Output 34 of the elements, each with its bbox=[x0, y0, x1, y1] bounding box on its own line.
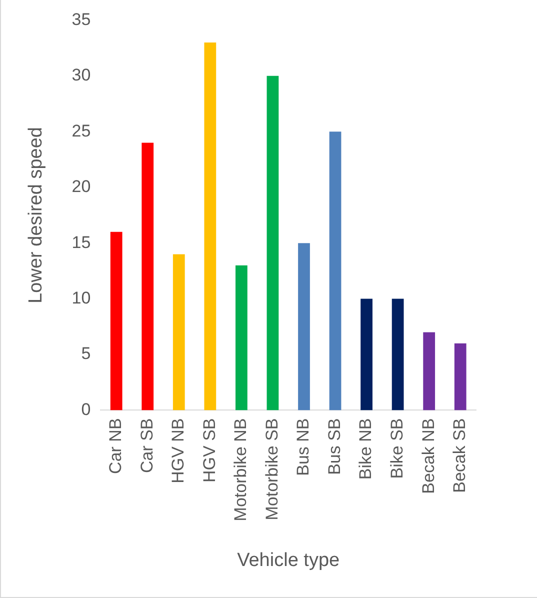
y-tick-label: 10 bbox=[72, 288, 91, 308]
x-tick-label: Bike SB bbox=[388, 418, 406, 479]
y-tick-label: 0 bbox=[81, 400, 91, 419]
bar bbox=[142, 142, 154, 410]
bar bbox=[172, 254, 185, 410]
x-tick-label: Motorbike SB bbox=[262, 418, 282, 520]
bar bbox=[423, 332, 436, 410]
x-axis-title: Vehicle type bbox=[237, 550, 340, 571]
y-tick-label: 35 bbox=[72, 10, 91, 29]
y-tick-label: 15 bbox=[72, 232, 91, 252]
y-axis-title: Lower desired speed bbox=[26, 127, 47, 304]
x-tick-label: Becak SB bbox=[450, 418, 470, 493]
y-tick-label: 5 bbox=[81, 344, 91, 364]
x-tick-label: Car NB bbox=[106, 418, 126, 474]
x-tick-label: Bike NB bbox=[356, 418, 376, 480]
x-tick-label: HGV NB bbox=[168, 418, 188, 484]
bar bbox=[266, 76, 279, 410]
x-tick-label: Motorbike NB bbox=[231, 418, 250, 522]
bar bbox=[236, 265, 248, 410]
bar bbox=[329, 132, 342, 410]
x-tick-label: HGV SB bbox=[200, 418, 219, 482]
y-tick-label: 25 bbox=[72, 121, 91, 140]
bar bbox=[454, 343, 466, 410]
bar bbox=[392, 298, 404, 410]
x-tick-label: Becak NB bbox=[418, 418, 438, 494]
x-tick-label: Car SB bbox=[137, 418, 156, 474]
x-tick-label: Bus NB bbox=[294, 418, 313, 476]
bar bbox=[360, 298, 372, 410]
y-tick-label: 20 bbox=[72, 177, 91, 196]
y-tick-label: 30 bbox=[72, 66, 91, 85]
bar bbox=[110, 232, 122, 410]
bar bbox=[204, 42, 216, 410]
bar bbox=[298, 243, 310, 410]
x-tick-label: Bus SB bbox=[324, 418, 344, 475]
